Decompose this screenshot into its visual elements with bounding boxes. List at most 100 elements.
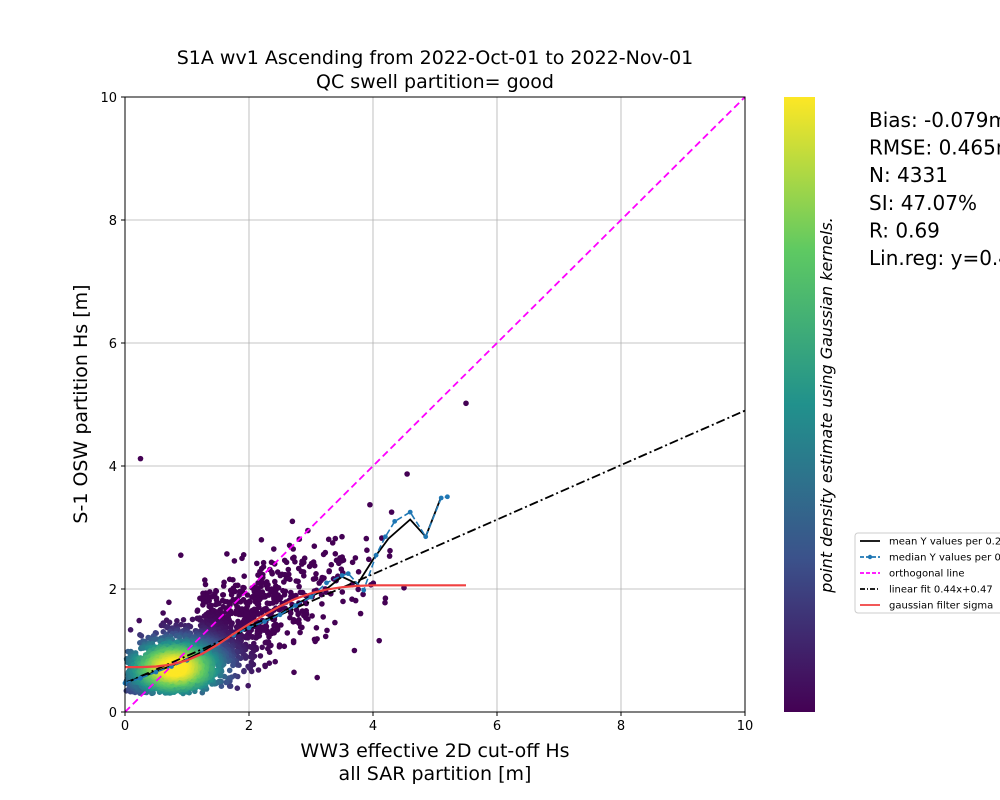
density-point <box>295 611 301 618</box>
density-point <box>160 610 166 616</box>
legend-label: mean Y values per 0.25m bin <box>889 537 1000 548</box>
series-marker <box>345 571 351 577</box>
density-point <box>291 669 297 676</box>
series-marker <box>423 534 429 540</box>
x-tick-label: 10 <box>737 719 754 734</box>
density-point <box>245 663 251 670</box>
plot-area <box>122 96 746 713</box>
x-tick-label: 2 <box>245 719 253 734</box>
density-point <box>166 599 172 606</box>
density-point <box>340 598 346 605</box>
density-point <box>194 608 201 614</box>
y-tick-label: 8 <box>109 214 117 229</box>
series-line <box>124 409 746 684</box>
y-axis-label: S-1 OSW partition Hs [m] <box>70 284 92 523</box>
density-point <box>264 600 271 606</box>
density-point <box>316 580 323 586</box>
y-tick-label: 2 <box>109 583 117 598</box>
stat-line: Bias: -0.079m <box>869 108 1000 132</box>
y-tick-label: 0 <box>109 706 117 721</box>
stats-block: Bias: -0.079m RMSE: 0.465m N: 4331 SI: 47.0… <box>869 108 1000 270</box>
x-tick-label: 6 <box>493 719 501 734</box>
scatter-outliers <box>137 400 469 681</box>
density-point <box>240 584 246 591</box>
density-point <box>180 617 187 623</box>
density-point <box>272 658 279 665</box>
density-point <box>325 536 332 543</box>
series-marker <box>262 619 267 624</box>
y-tick-label: 6 <box>109 337 117 352</box>
density-point <box>278 622 284 628</box>
density-point <box>311 562 318 569</box>
density-point <box>387 547 393 554</box>
density-point <box>324 627 330 634</box>
series-marker <box>324 580 329 586</box>
density-point <box>292 559 298 565</box>
x-axis-label-line1: WW3 effective 2D cut-off Hs <box>300 740 569 762</box>
density-point <box>226 667 233 674</box>
density-point <box>218 683 225 689</box>
density-point <box>328 561 335 568</box>
density-point <box>297 589 304 596</box>
density-point <box>228 592 235 598</box>
density-point <box>355 569 362 575</box>
series-marker <box>153 669 159 675</box>
density-point <box>253 560 260 567</box>
density-point <box>202 581 209 588</box>
density-point <box>297 624 304 630</box>
density-point <box>339 589 346 595</box>
chart-title-line2: QC swell partition= good <box>316 71 554 93</box>
x-tick-label: 0 <box>121 719 129 734</box>
density-point <box>349 559 356 566</box>
density-point <box>313 571 319 577</box>
scatter-point <box>388 509 395 515</box>
density-point <box>284 630 291 636</box>
density-point <box>297 629 303 636</box>
series-marker <box>445 494 450 500</box>
density-point <box>298 568 305 575</box>
density-point <box>241 668 247 675</box>
density-point <box>233 610 239 617</box>
density-point <box>255 572 261 578</box>
series-lines <box>122 96 746 713</box>
scatter-point <box>339 533 345 540</box>
scatter-point <box>329 540 336 546</box>
density-point <box>320 551 327 558</box>
x-axis-label-line2: all SAR partition [m] <box>339 763 532 785</box>
stat-line: R: 0.69 <box>869 218 940 242</box>
series-marker <box>277 612 283 618</box>
density-point <box>386 553 393 559</box>
legend-marker <box>867 554 873 560</box>
density-point <box>189 616 196 623</box>
scatter-point <box>137 455 144 462</box>
density-point <box>247 643 253 650</box>
scatter-point <box>382 595 389 602</box>
density-point <box>244 592 251 598</box>
legend-label: orthogonal line <box>889 569 965 580</box>
y-tick-label: 10 <box>100 91 117 106</box>
density-point <box>212 601 219 608</box>
y-axis-ticks: 0 2 4 6 8 10 <box>100 91 125 721</box>
density-point <box>311 543 318 549</box>
density-point <box>293 578 300 584</box>
density-point <box>312 638 319 645</box>
series-marker <box>339 573 345 578</box>
stat-line: N: 4331 <box>869 163 948 187</box>
density-point <box>166 619 173 626</box>
series-marker <box>308 594 314 600</box>
density-point <box>320 614 327 620</box>
y-tick-label: 4 <box>109 460 117 475</box>
series-marker <box>383 534 388 540</box>
density-point <box>322 633 329 640</box>
density-point <box>209 593 215 600</box>
series-marker <box>361 587 367 593</box>
colorbar-label: point density estimate using Gaussian ke… <box>817 217 836 593</box>
series-line <box>125 584 466 669</box>
density-point <box>241 573 247 579</box>
density-point <box>230 662 236 669</box>
density-point <box>234 685 241 691</box>
density-point <box>287 614 293 621</box>
scatter-point <box>376 637 383 644</box>
density-point <box>262 662 268 669</box>
